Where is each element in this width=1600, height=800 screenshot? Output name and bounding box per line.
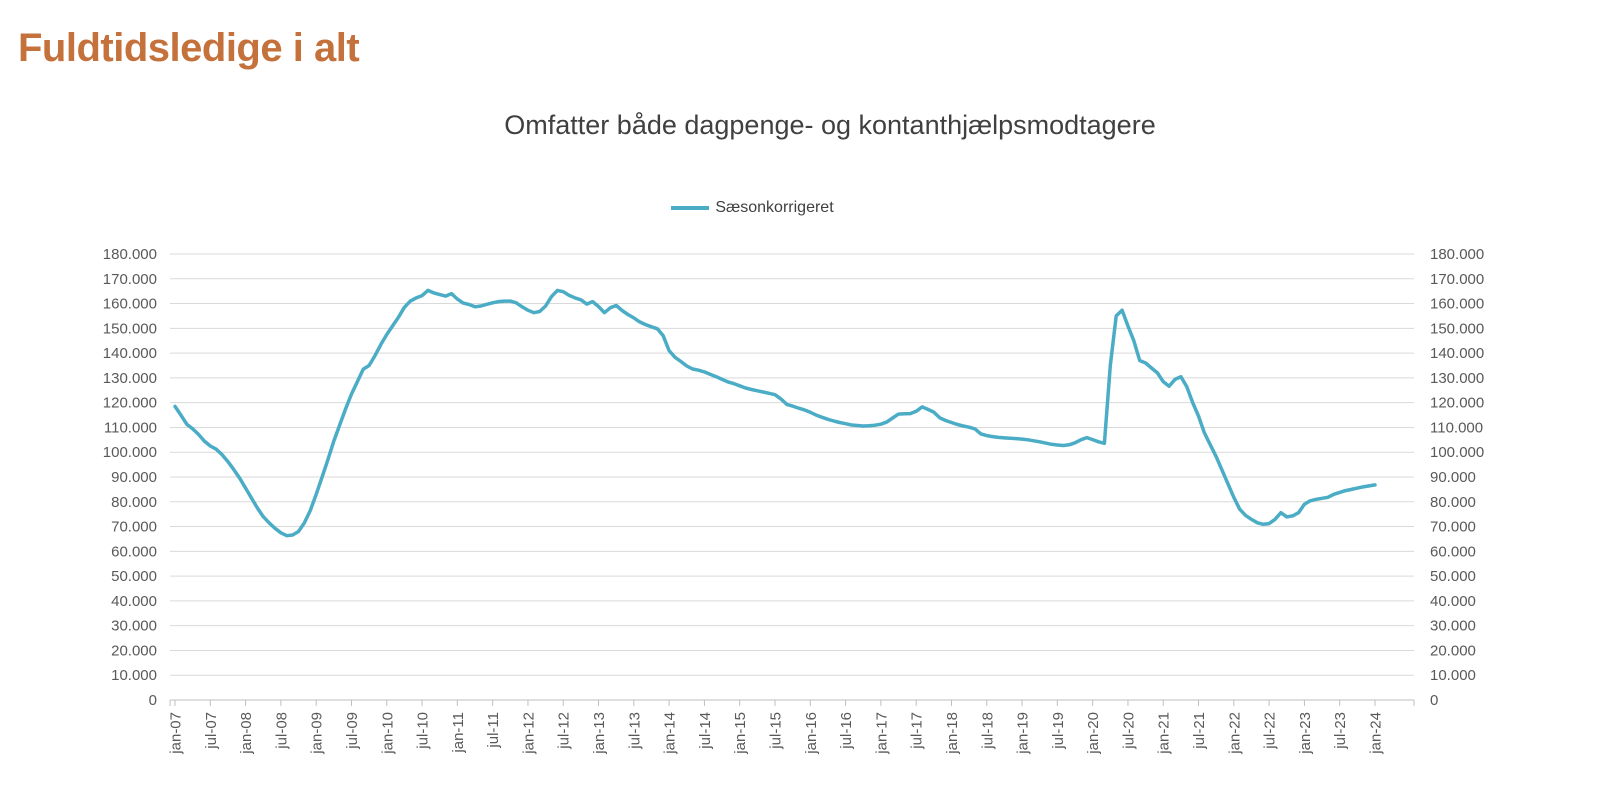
- y-axis-tick-label-left: 20.000: [111, 642, 157, 659]
- y-axis-tick-label-right: 70.000: [1430, 519, 1476, 536]
- x-axis-tick-label: jan-23: [1297, 712, 1314, 755]
- y-axis-tick-label-left: 150.000: [103, 320, 157, 337]
- x-axis-tick-label: jan-20: [1085, 712, 1102, 755]
- y-axis-tick-label-right: 140.000: [1430, 345, 1484, 362]
- y-axis-tick-label-right: 10.000: [1430, 667, 1476, 684]
- page-title: Fuldtidsledige i alt: [18, 26, 360, 70]
- x-axis-tick-label: jan-07: [168, 712, 185, 755]
- x-axis-tick-label: jan-24: [1368, 712, 1385, 755]
- series-line-saesonkorrigeret[interactable]: [173, 288, 1377, 538]
- chart-title: Omfatter både dagpenge- og kontanthjælps…: [504, 110, 1156, 140]
- legend-line-marker: [671, 206, 710, 210]
- y-axis-tick-label-right: 50.000: [1430, 568, 1476, 585]
- y-axis-tick-label-right: 120.000: [1430, 395, 1484, 412]
- y-axis-tick-label-right: 170.000: [1430, 271, 1484, 288]
- x-axis-tick-label: jul-17: [909, 712, 926, 750]
- x-axis-tick-label: jan-16: [803, 712, 820, 755]
- y-axis-tick-label-right: 150.000: [1430, 320, 1484, 337]
- y-axis-tick-label-left: 10.000: [111, 667, 157, 684]
- x-axis-tick-label: jan-15: [732, 712, 749, 755]
- x-axis-tick-label: jan-21: [1156, 712, 1173, 755]
- x-axis-tick-label: jul-10: [415, 712, 432, 750]
- y-axis-tick-label-left: 60.000: [111, 543, 157, 560]
- x-axis-tick-label: jan-11: [450, 712, 467, 754]
- y-axis-tick-label-left: 30.000: [111, 618, 157, 635]
- y-axis-tick-label-right: 30.000: [1430, 618, 1476, 635]
- x-axis-tick-label: jul-20: [1120, 712, 1137, 750]
- y-axis-tick-label-left: 170.000: [103, 271, 157, 288]
- x-axis-tick-label: jul-09: [344, 712, 361, 750]
- x-axis-tick-label: jul-15: [768, 712, 785, 750]
- y-axis-tick-label-right: 110.000: [1430, 419, 1483, 436]
- chart-legend[interactable]: Sæsonkorrigeret: [0, 198, 1505, 218]
- y-axis-tick-label-left: 120.000: [103, 395, 157, 412]
- y-axis-tick-label-left: 140.000: [103, 345, 157, 362]
- line-chart-plot: 0 0 10.000 10.000 20.000 20.000 30.000 30.000 40…: [103, 246, 1484, 755]
- x-axis-tick-label: jan-17: [873, 712, 890, 755]
- x-axis-tick-label: jan-12: [520, 712, 537, 755]
- y-axis-tick-label-right: 40.000: [1430, 593, 1476, 610]
- x-axis-tick-label: jan-08: [238, 712, 255, 755]
- y-axis-tick-label-left: 0: [149, 692, 157, 709]
- y-axis-tick-label-right: 160.000: [1430, 296, 1484, 313]
- y-axis-tick-label-left: 90.000: [111, 469, 157, 486]
- x-axis-tick-label: jul-13: [626, 712, 643, 750]
- x-axis-tick-label: jan-19: [1015, 712, 1032, 755]
- y-axis-tick-label-left: 160.000: [103, 296, 157, 313]
- y-axis-tick-label-right: 0: [1430, 692, 1438, 709]
- x-axis-tick-label: jul-11: [485, 712, 502, 749]
- y-axis-tick-label-right: 80.000: [1430, 494, 1476, 511]
- y-axis-tick-label-left: 70.000: [111, 519, 157, 536]
- y-axis-tick-label-right: 100.000: [1430, 444, 1484, 461]
- x-axis-tick-label: jul-22: [1262, 712, 1279, 750]
- x-axis-tick-label: jul-12: [556, 712, 573, 750]
- x-axis-tick-label: jan-14: [662, 712, 679, 755]
- x-axis-tick-label: jul-07: [203, 712, 220, 750]
- y-axis-tick-label-left: 40.000: [111, 593, 157, 610]
- y-axis-tick-label-right: 90.000: [1430, 469, 1476, 486]
- x-axis-tick-label: jul-16: [838, 712, 855, 750]
- x-axis-tick-label: jan-22: [1226, 712, 1243, 755]
- x-axis-tick-label: jul-19: [1050, 712, 1067, 750]
- y-axis-tick-label-left: 80.000: [111, 494, 157, 511]
- x-axis-tick-label: jul-08: [273, 712, 290, 750]
- x-axis-tick-label: jul-23: [1332, 712, 1349, 750]
- y-axis-tick-label-left: 100.000: [103, 444, 157, 461]
- x-axis-tick-label: jul-18: [979, 712, 996, 750]
- y-axis-tick-label-right: 180.000: [1430, 246, 1484, 263]
- x-axis-tick-label: jul-21: [1191, 712, 1208, 750]
- y-axis-tick-label-right: 60.000: [1430, 543, 1476, 560]
- y-axis-tick-label-left: 50.000: [111, 568, 157, 585]
- x-axis-tick-label: jan-10: [379, 712, 396, 755]
- x-axis-tick-label: jan-09: [309, 712, 326, 755]
- y-axis-tick-label-left: 130.000: [103, 370, 157, 387]
- y-axis-tick-label-left: 110.000: [104, 419, 157, 436]
- x-axis-tick-label: jan-13: [591, 712, 608, 755]
- x-axis-tick-label: jul-14: [697, 712, 714, 750]
- y-axis-tick-label-right: 130.000: [1430, 370, 1484, 387]
- legend-label: Sæsonkorrigeret: [715, 199, 834, 216]
- x-axis-tick-label: jan-18: [944, 712, 961, 755]
- y-axis-tick-label-right: 20.000: [1430, 642, 1476, 659]
- y-axis-tick-label-left: 180.000: [103, 246, 157, 263]
